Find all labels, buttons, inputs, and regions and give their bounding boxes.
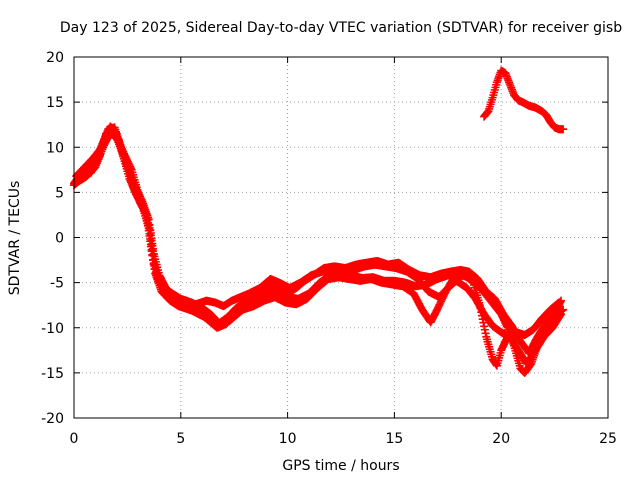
y-tick-label: 10 xyxy=(46,140,64,156)
y-tick-label: 20 xyxy=(46,50,64,66)
data-point xyxy=(559,125,568,134)
data-point xyxy=(557,296,566,305)
x-tick-label: 5 xyxy=(176,431,185,447)
series-arc-d xyxy=(74,128,566,358)
y-tick-label: -15 xyxy=(41,366,64,382)
x-tick-label: 0 xyxy=(70,431,79,447)
chart-title: Day 123 of 2025, Sidereal Day-to-day VTE… xyxy=(60,20,622,36)
x-axis-label: GPS time / hours xyxy=(282,458,399,474)
series-arc-e xyxy=(480,66,568,134)
x-tick-label: 15 xyxy=(385,431,403,447)
y-tick-label: -5 xyxy=(50,276,64,292)
x-tick-label: 20 xyxy=(492,431,510,447)
y-axis-label: SDTVAR / TECUs xyxy=(7,181,23,296)
y-tick-label: 0 xyxy=(55,231,64,247)
y-tick-label: 5 xyxy=(55,185,64,201)
axis-ticks: 0 5 10 15 20 25 -20 -15 -10 -5 0 5 10 15 20 xyxy=(41,50,617,447)
x-tick-label: 10 xyxy=(279,431,297,447)
data-series xyxy=(70,66,568,377)
y-tick-label: 15 xyxy=(46,95,64,111)
y-tick-label: -10 xyxy=(41,321,64,337)
y-tick-label: -20 xyxy=(41,411,64,427)
x-tick-label: 25 xyxy=(599,431,617,447)
